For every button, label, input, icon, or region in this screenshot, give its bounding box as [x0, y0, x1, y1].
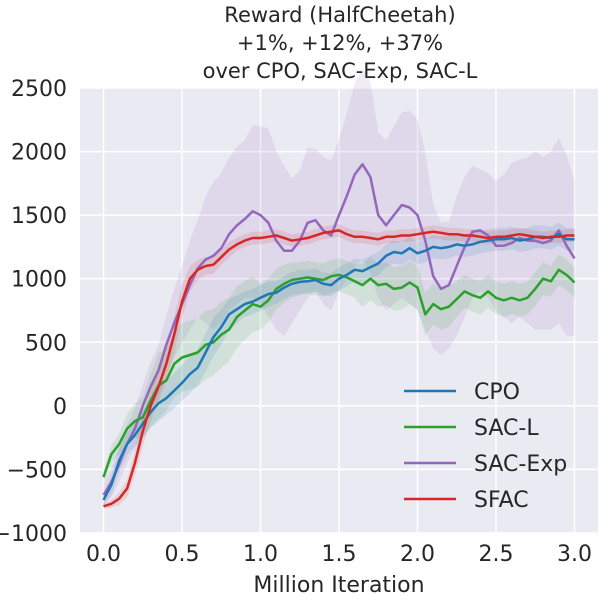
y-tick-label: 1000 — [11, 268, 67, 293]
x-tick-label: 0.5 — [165, 542, 200, 567]
grid-lines — [80, 87, 598, 534]
series-lines — [102, 163, 576, 508]
y-axis-ticks: −1000 −500 0 500 1000 1500 2000 2500 — [0, 77, 67, 547]
y-tick-label: 500 — [25, 331, 67, 356]
y-tick-label: 2500 — [11, 77, 67, 102]
y-tick-label: 0 — [53, 395, 67, 420]
chart-title: Reward (HalfCheetah) +1%, +12%, +37% ove… — [203, 3, 478, 83]
y-tick-label: 2000 — [11, 141, 67, 166]
y-tick-label: −1000 — [0, 522, 67, 547]
x-tick-label: 2.0 — [400, 542, 435, 567]
legend: CPO SAC-L SAC-Exp SFAC — [404, 380, 567, 513]
confidence-band-sac-exp — [103, 68, 575, 506]
x-tick-label: 3.0 — [557, 542, 592, 567]
x-axis-ticks: 0.0 0.5 1.0 1.5 2.0 2.5 3.0 — [86, 542, 592, 567]
x-tick-label: 0.0 — [86, 542, 121, 567]
chart-title-line-3: over CPO, SAC-Exp, SAC-L — [203, 59, 478, 83]
confidence-band-sac-l — [103, 254, 575, 483]
chart-title-line-2: +1%, +12%, +37% — [237, 31, 443, 55]
series-line-sac-l — [102, 268, 576, 478]
legend-label: SFAC — [474, 488, 529, 513]
x-axis-label: Million Iteration — [253, 573, 424, 598]
x-tick-label: 1.5 — [322, 542, 357, 567]
legend-label: SAC-L — [474, 416, 539, 441]
legend-label: SAC-Exp — [474, 452, 567, 477]
legend-label: CPO — [474, 380, 520, 405]
series-line-cpo — [102, 232, 575, 501]
y-tick-label: 1500 — [11, 204, 67, 229]
x-tick-label: 1.0 — [243, 542, 278, 567]
series-line-sfac — [103, 229, 575, 508]
y-tick-label: −500 — [7, 458, 67, 483]
x-tick-label: 2.5 — [478, 542, 513, 567]
chart-title-line-1: Reward (HalfCheetah) — [224, 3, 455, 27]
